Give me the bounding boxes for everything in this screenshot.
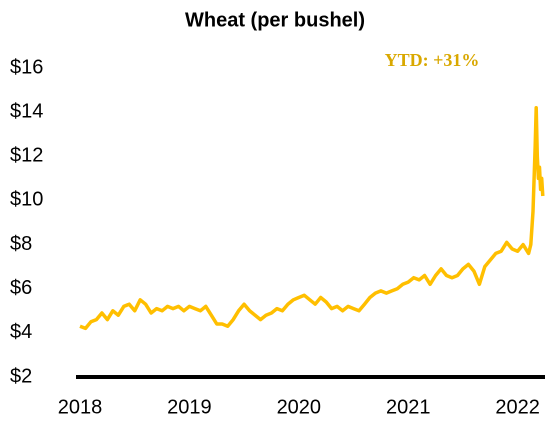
y-tick-label: $14 <box>10 100 43 122</box>
y-tick-label: $16 <box>10 56 43 78</box>
annotation: YTD: +31% <box>385 50 480 70</box>
x-tick-label: 2018 <box>58 396 103 418</box>
y-tick-label: $6 <box>10 277 32 299</box>
price-line <box>79 105 545 331</box>
y-tick-label: $10 <box>10 189 43 211</box>
x-tick-label: 2021 <box>386 396 431 418</box>
x-tick-label: 2020 <box>277 396 322 418</box>
y-tick-label: $12 <box>10 145 43 167</box>
x-tick-label: 2022 <box>495 396 540 418</box>
y-tick-label: $2 <box>10 365 32 387</box>
chart-title: Wheat (per bushel) <box>185 9 365 31</box>
x-tick-label: 2019 <box>167 396 212 418</box>
y-tick-label: $4 <box>10 321 32 343</box>
y-tick-label: $8 <box>10 233 32 255</box>
